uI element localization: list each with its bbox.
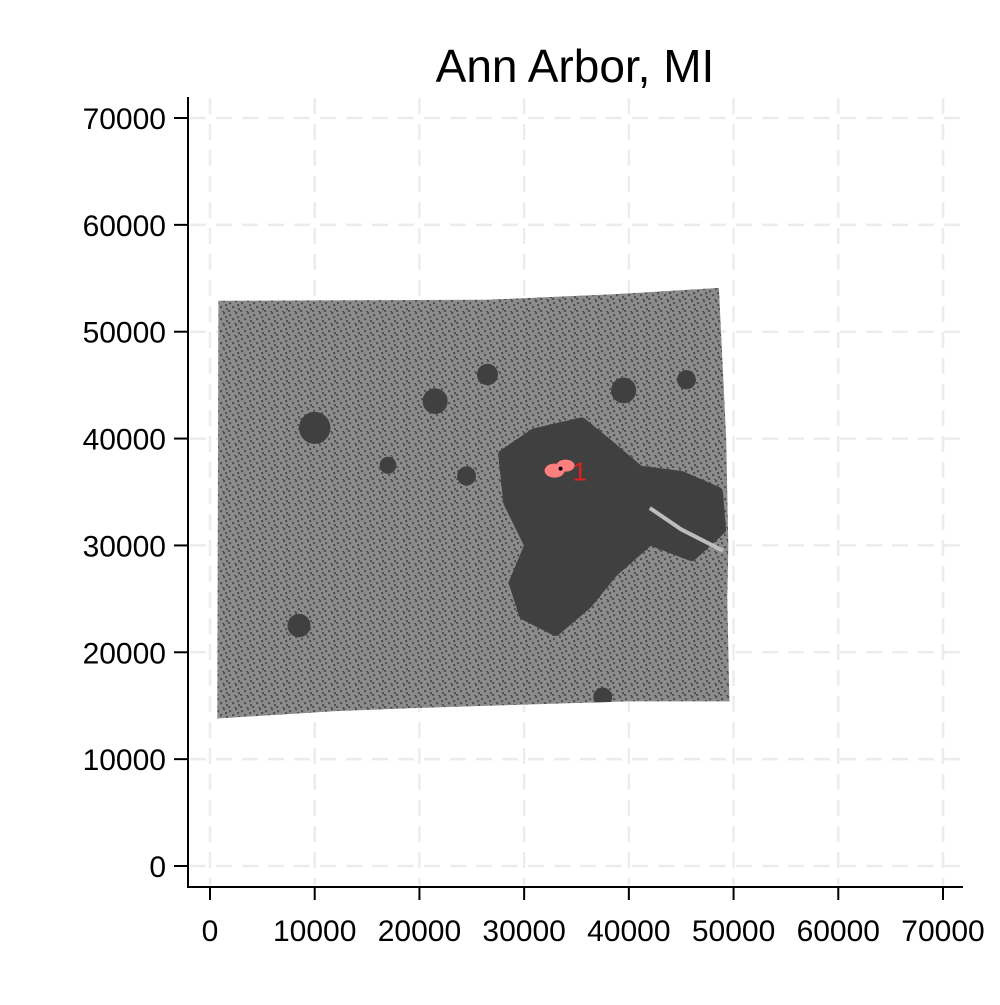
- dense-cluster: [477, 363, 498, 386]
- x-tick-label: 60000: [797, 915, 880, 948]
- y-tick-label: 0: [149, 851, 166, 884]
- y-tick-label: 40000: [83, 424, 166, 457]
- dense-cluster: [287, 613, 311, 638]
- x-tick-label: 10000: [273, 915, 356, 948]
- dense-cluster: [677, 370, 696, 390]
- region-detail: [217, 287, 730, 719]
- dense-cluster: [457, 466, 476, 486]
- river-line: [648, 506, 725, 553]
- y-tick-label: 50000: [83, 317, 166, 350]
- x-tick-label: 70000: [901, 915, 984, 948]
- dense-cluster: [422, 388, 448, 414]
- y-tick-label: 10000: [83, 744, 166, 777]
- location-marker-dot: [558, 466, 563, 471]
- x-tick-label: 20000: [378, 915, 461, 948]
- y-tick-label: 70000: [83, 103, 166, 136]
- dense-cluster: [593, 687, 613, 707]
- x-tick-label: 50000: [692, 915, 775, 948]
- x-tick-label: 0: [202, 915, 219, 948]
- axes: [187, 97, 963, 888]
- chart-title: Ann Arbor, MI: [436, 40, 715, 92]
- y-axis-ticks: 0 10000 20000 30000 40000 50000 60000 70000: [83, 103, 188, 884]
- dense-cluster: [379, 456, 397, 474]
- x-tick-label: 30000: [482, 915, 565, 948]
- x-tick-label: 40000: [587, 915, 670, 948]
- y-tick-label: 20000: [83, 637, 166, 670]
- x-axis-ticks: 0 10000 20000 30000 40000 50000 60000 70000: [202, 887, 985, 948]
- marker-label: 1: [573, 457, 587, 487]
- map-region: [217, 287, 730, 719]
- dense-cluster: [299, 411, 331, 444]
- marker-layer: 1: [544, 457, 587, 487]
- dense-cluster: [611, 377, 637, 404]
- scattered-development: [217, 287, 730, 719]
- y-tick-label: 60000: [83, 210, 166, 243]
- y-tick-label: 30000: [83, 530, 166, 563]
